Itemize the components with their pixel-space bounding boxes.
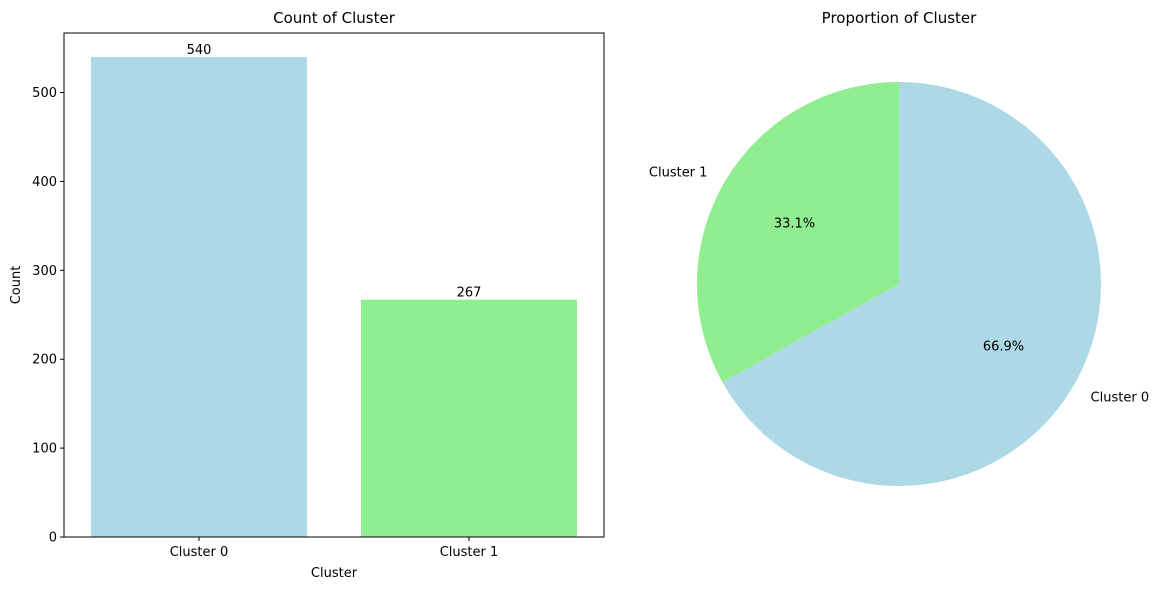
pie-label-0: Cluster 0 xyxy=(1091,391,1150,406)
bar-1 xyxy=(361,299,577,537)
x-axis-label: Cluster xyxy=(311,566,358,581)
y-tick-label-2: 200 xyxy=(32,353,57,368)
x-tick-label-0: Cluster 0 xyxy=(170,545,229,560)
bar-plot-frame xyxy=(63,32,605,538)
bar-chart-title: Count of Cluster xyxy=(273,9,396,27)
y-tick-label-3: 300 xyxy=(32,264,57,279)
bar-marks xyxy=(91,57,577,537)
y-tick-label-0: 0 xyxy=(49,531,57,546)
x-tick-label-1: Cluster 1 xyxy=(440,545,499,560)
pie-slice-0 xyxy=(722,82,1101,486)
bar-value-label-0: 540 xyxy=(187,43,212,58)
pie-label-1: Cluster 1 xyxy=(649,165,708,180)
pie-slices xyxy=(696,82,1101,486)
y-tick-label-4: 400 xyxy=(32,175,57,190)
y-axis-label: Count xyxy=(9,266,24,305)
bar-chart: Count of Cluster 540 267 0 100 200 300 400 500… xyxy=(9,9,605,581)
bar-value-label-1: 267 xyxy=(457,286,482,301)
pie-percent-label-1: 33.1% xyxy=(774,217,815,232)
pie-chart-title: Proportion of Cluster xyxy=(822,9,977,27)
y-axis-ticks: 0 100 200 300 400 500 xyxy=(32,86,64,546)
y-tick-label-1: 100 xyxy=(32,442,57,457)
pie-percent-label-0: 66.9% xyxy=(983,339,1024,354)
y-tick-label-5: 500 xyxy=(32,86,57,101)
bar-value-labels: 540 267 xyxy=(187,43,482,301)
pie-labels: Cluster 0 66.9% Cluster 1 33.1% xyxy=(649,165,1149,405)
pie-slice-1 xyxy=(696,82,899,383)
x-axis-ticks: Cluster 0 Cluster 1 xyxy=(170,537,499,560)
bar-0 xyxy=(91,57,307,537)
pie-chart: Proportion of Cluster Cluster 066.9%Clus… xyxy=(649,9,1149,486)
